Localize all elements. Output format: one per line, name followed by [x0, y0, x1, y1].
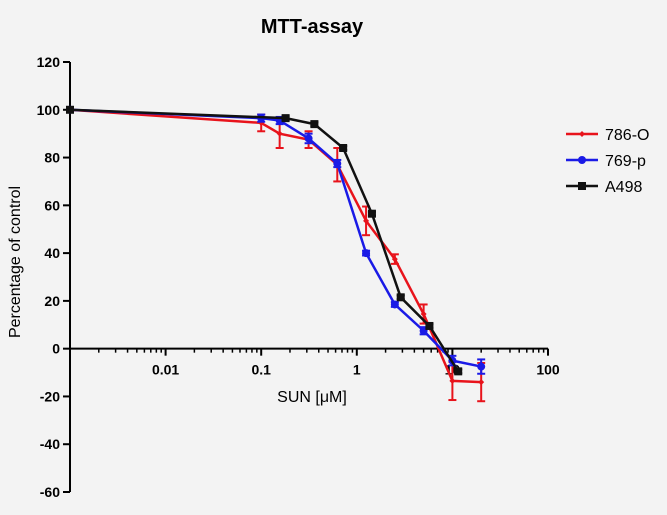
- data-point: [276, 130, 283, 137]
- y-tick-label: 20: [44, 293, 60, 309]
- data-point: [396, 293, 405, 302]
- x-tick-label: 100: [536, 362, 560, 378]
- data-point: [478, 379, 485, 386]
- chart-title: MTT-assay: [261, 16, 364, 38]
- legend-label: A498: [605, 179, 642, 196]
- data-point: [454, 367, 463, 376]
- data-point: [420, 311, 427, 318]
- legend-swatch-marker: [579, 131, 585, 137]
- series-786-o: [67, 106, 486, 403]
- x-axis-label: SUN [μM]: [277, 389, 347, 406]
- data-point: [425, 321, 434, 330]
- y-tick-label: -40: [40, 436, 60, 452]
- series-line: [69, 108, 482, 368]
- data-point: [362, 249, 371, 258]
- legend-item-a498: A498: [566, 179, 642, 196]
- data-point: [363, 217, 370, 224]
- series-a498: [66, 105, 463, 376]
- legend-item-769-p: 769-p: [566, 153, 646, 170]
- data-point: [339, 144, 348, 152]
- series-769-p: [66, 105, 486, 375]
- data-point: [367, 209, 376, 218]
- y-tick-label: -60: [40, 484, 60, 500]
- legend-label: 786-O: [605, 127, 649, 144]
- y-axis-label: Percentage of control: [7, 186, 24, 338]
- data-point: [333, 159, 342, 168]
- data-point: [66, 105, 74, 114]
- x-tick-label: 0.01: [152, 362, 179, 378]
- legend: 786-O 769-p A498: [566, 127, 649, 196]
- data-point: [477, 362, 486, 371]
- legend-label: 769-p: [605, 153, 646, 170]
- data-point: [304, 134, 313, 143]
- series-line: [69, 108, 460, 373]
- legend-item-786-o: 786-O: [566, 127, 649, 144]
- y-tick-label: 80: [44, 150, 60, 166]
- x-tick-label: 1: [353, 362, 361, 378]
- y-tick-label: 100: [37, 102, 61, 118]
- data-point: [281, 114, 290, 123]
- x-tick-label: 0.1: [251, 362, 271, 378]
- y-tick-label: 0: [52, 341, 60, 357]
- legend-swatch-marker: [578, 182, 586, 190]
- series-line: [69, 108, 482, 384]
- series-layer: [66, 105, 486, 403]
- y-tick-label: 40: [44, 245, 60, 261]
- y-tick-label: -20: [40, 388, 60, 404]
- data-point: [390, 300, 399, 309]
- y-tick-label: 120: [37, 54, 61, 70]
- data-point: [391, 256, 398, 263]
- y-tick-label: 60: [44, 197, 60, 213]
- data-point: [310, 120, 319, 129]
- legend-swatch-marker: [578, 156, 586, 164]
- data-point: [449, 377, 456, 384]
